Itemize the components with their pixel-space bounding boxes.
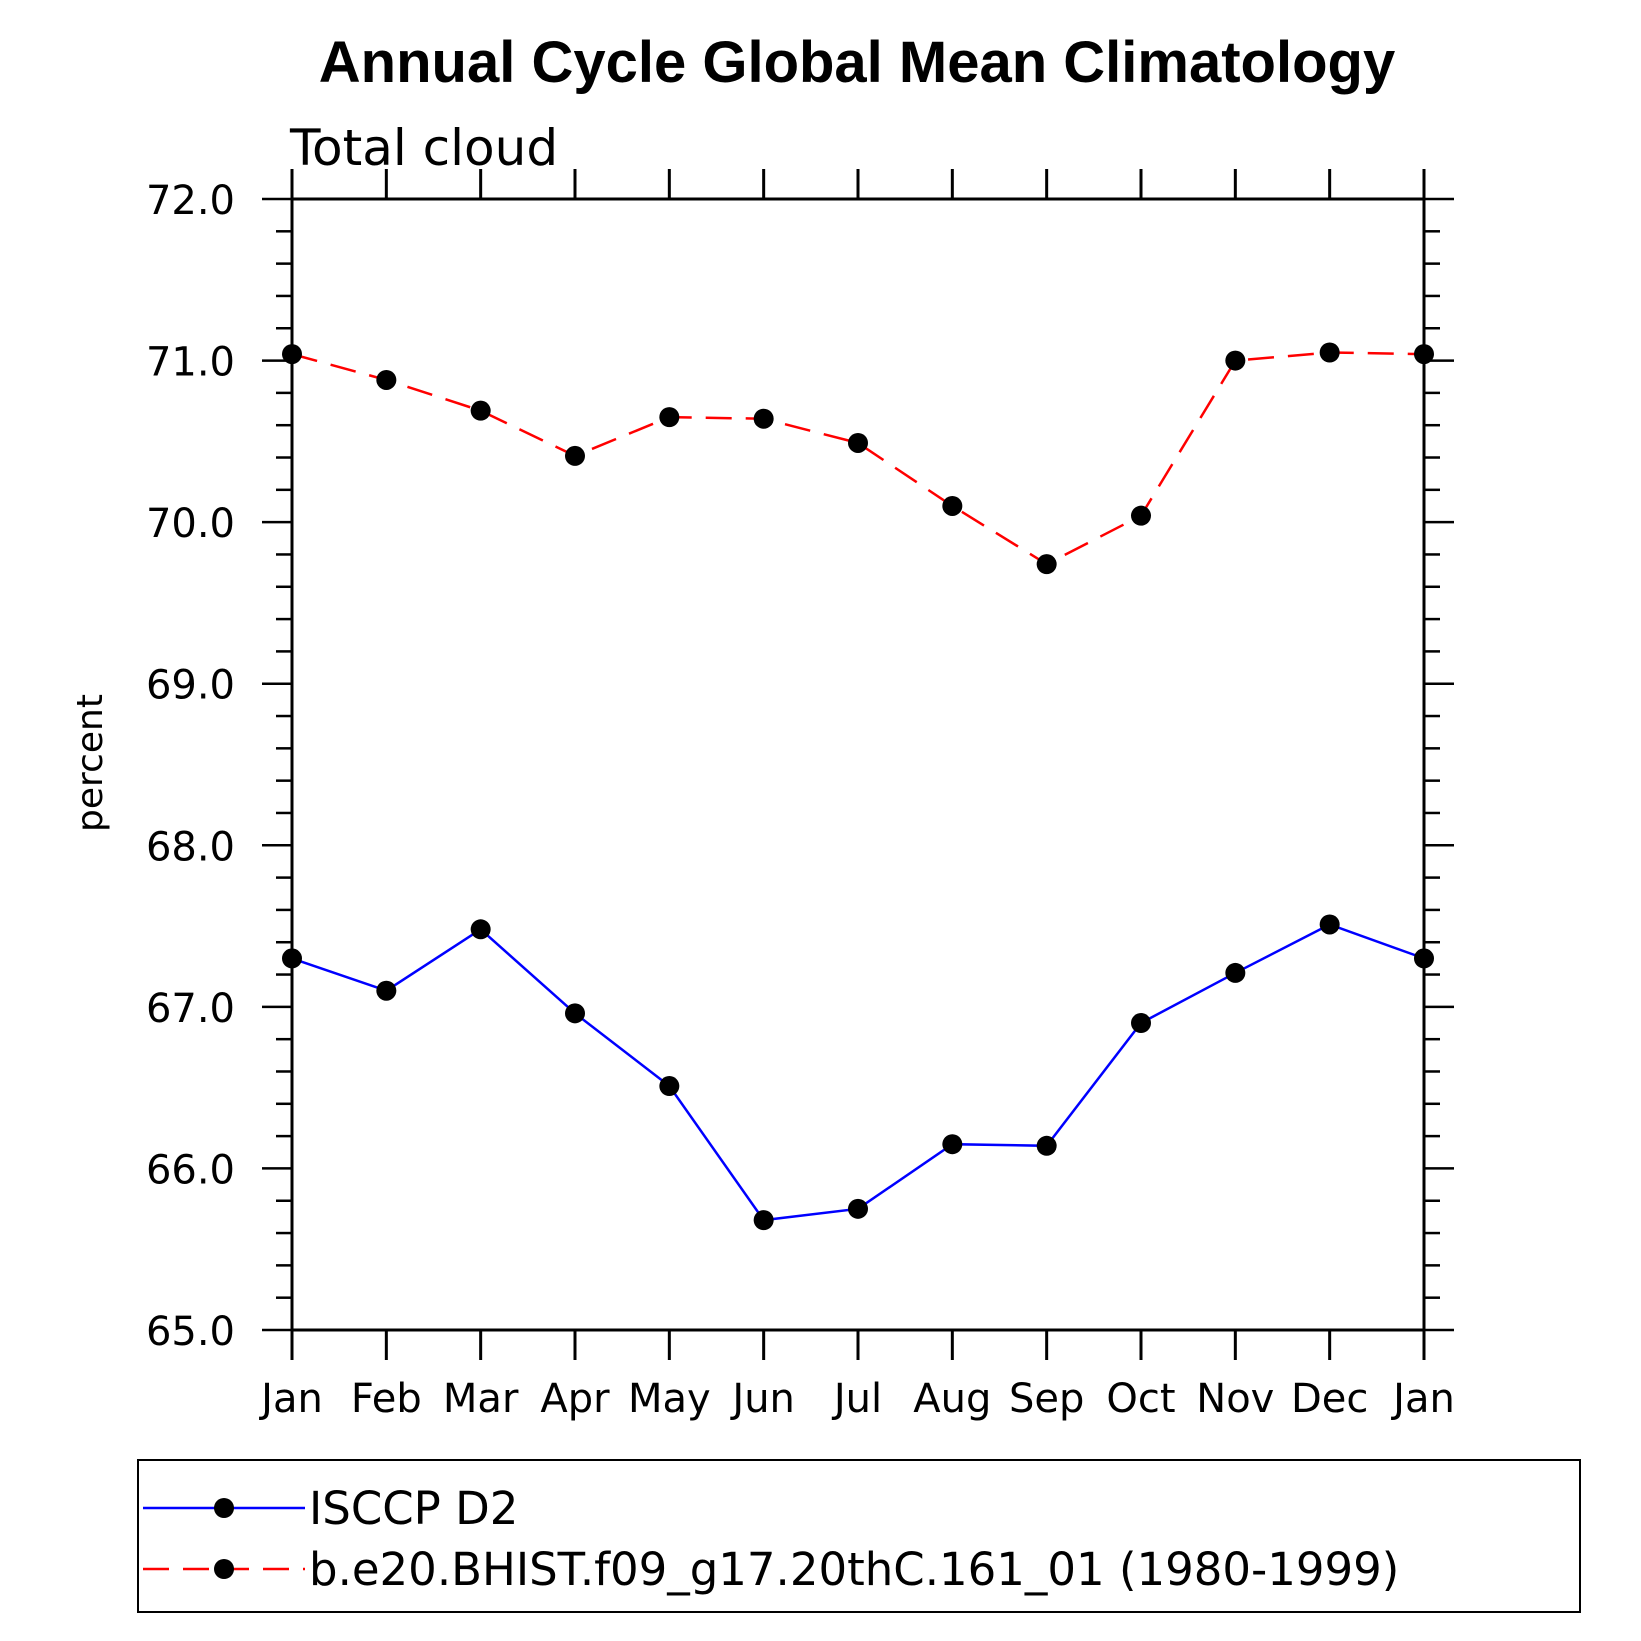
legend: ISCCP D2 b.e20.BHIST.f09_g17.20thC.161_01…: [137, 1459, 1581, 1613]
x-tick-label: Apr: [540, 1376, 610, 1422]
x-tick-label: Jun: [729, 1376, 795, 1422]
data-point: [282, 948, 302, 969]
data-point: [1225, 962, 1246, 983]
chart-subtitle: Total cloud: [289, 119, 558, 177]
x-tick-label: Jan: [258, 1376, 323, 1422]
legend-label: b.e20.BHIST.f09_g17.20thC.161_01 (1980-1…: [309, 1543, 1399, 1596]
y-tick-label: 68.0: [146, 824, 235, 870]
y-tick-label: 67.0: [146, 986, 235, 1032]
series-line-1: [291, 923, 1425, 1222]
series-line-2: [291, 351, 1425, 566]
data-point: [1036, 554, 1057, 575]
x-tick-label: Feb: [351, 1376, 422, 1422]
y-tick-label: 70.0: [146, 501, 235, 547]
x-tick-label: Aug: [913, 1376, 991, 1422]
data-point: [942, 495, 963, 516]
legend-marker: [214, 1559, 234, 1579]
plot-frame: [290, 197, 1426, 1332]
x-tick-label: Dec: [1291, 1376, 1368, 1422]
data-point: [1319, 342, 1340, 363]
data-point: [376, 980, 397, 1001]
data-point: [470, 400, 491, 421]
data-point: [470, 919, 491, 940]
data-point: [1131, 1013, 1151, 1034]
legend-marker: [214, 1498, 234, 1518]
y-tick-label: 69.0: [146, 663, 235, 709]
data-point: [1319, 914, 1340, 935]
axes: Jan Feb Mar Apr May Jun Jul Aug Sep Oct Nov Dec Jan 6…: [146, 169, 1455, 1422]
data-point: [753, 408, 774, 429]
data-point: [848, 1198, 868, 1219]
x-tick-label: Sep: [1009, 1376, 1084, 1422]
x-tick-label: May: [628, 1376, 711, 1422]
y-tick-label: 71.0: [146, 340, 235, 386]
y-tick-label: 72.0: [146, 178, 235, 224]
y-axis-title: percent: [70, 694, 111, 832]
data-point: [848, 432, 868, 453]
data-point: [376, 369, 397, 390]
legend-box: [137, 1459, 1581, 1613]
x-tick-label: Jul: [831, 1376, 882, 1422]
x-tick-label: Nov: [1196, 1376, 1274, 1422]
data-point: [1225, 350, 1246, 371]
y-tick-label: 65.0: [146, 1309, 235, 1355]
chart-title: Annual Cycle Global Mean Climatology: [319, 30, 1395, 95]
x-tick-label: Mar: [443, 1376, 519, 1422]
legend-items: ISCCP D2 b.e20.BHIST.f09_g17.20thC.161_01…: [143, 1482, 1399, 1596]
data-point: [1414, 344, 1434, 365]
data-point: [1036, 1135, 1057, 1156]
x-tick-label: Oct: [1106, 1376, 1175, 1422]
data-point: [942, 1134, 963, 1155]
x-tick-label: Jan: [1390, 1376, 1455, 1422]
data-point: [282, 344, 302, 365]
data-point: [659, 1076, 680, 1097]
series-layer: [282, 342, 1434, 1231]
y-tick-label: 66.0: [146, 1147, 235, 1193]
data-point: [753, 1210, 774, 1231]
data-point: [1414, 948, 1434, 969]
data-point: [565, 445, 585, 466]
data-point: [659, 407, 680, 428]
data-point: [565, 1003, 585, 1024]
legend-label: ISCCP D2: [309, 1482, 518, 1535]
data-point: [1131, 505, 1151, 526]
